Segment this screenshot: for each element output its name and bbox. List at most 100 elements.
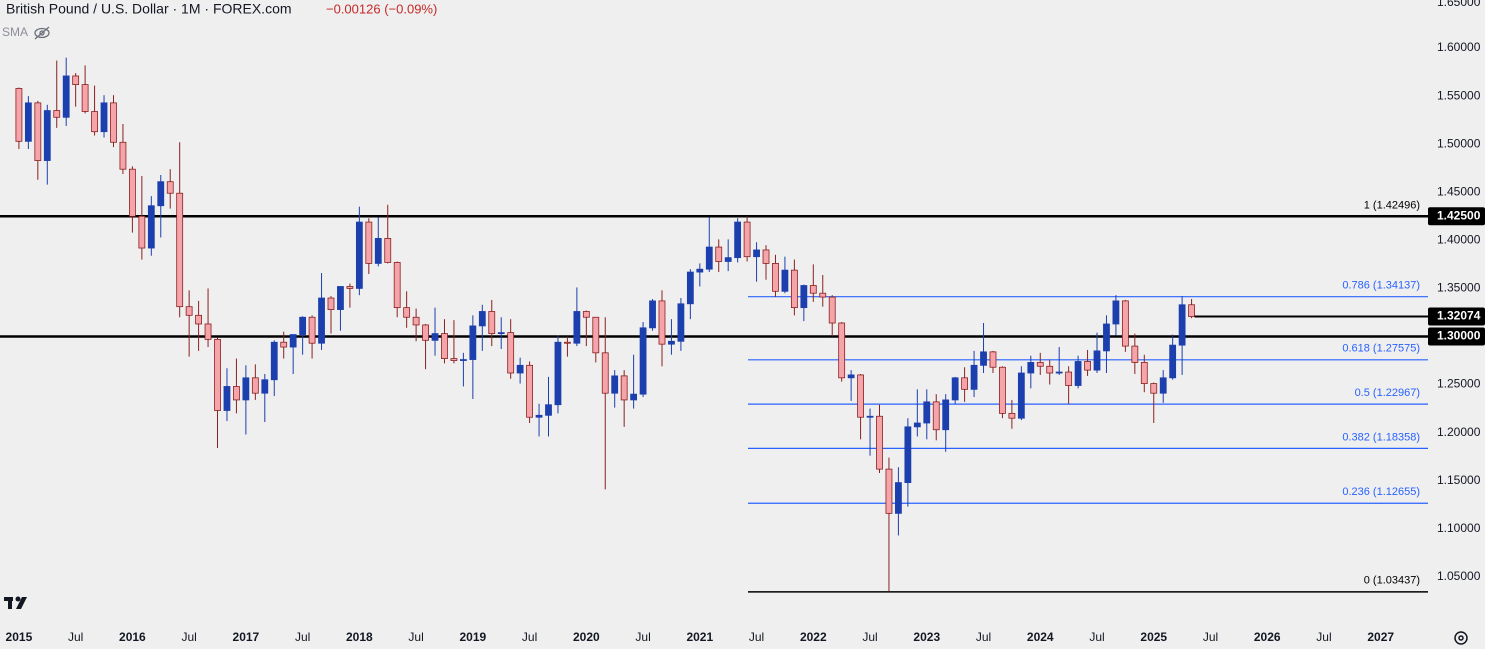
x-tick-label: Jul xyxy=(408,630,423,644)
candle-body xyxy=(289,334,297,348)
fib-label: 0.236 (1.12655) xyxy=(1342,486,1420,498)
candle-body xyxy=(1036,362,1044,367)
candle-body xyxy=(176,192,184,308)
candle-body xyxy=(53,110,61,118)
candle-body xyxy=(876,415,883,470)
candle-body xyxy=(526,364,533,418)
candle-body xyxy=(800,285,808,309)
indicator-label[interactable]: SMA xyxy=(2,25,28,39)
candle-body xyxy=(242,377,250,401)
x-tick-label: Jul xyxy=(295,630,310,644)
candle-body xyxy=(81,84,89,112)
candle-body xyxy=(545,404,552,416)
x-tick-label: 2016 xyxy=(119,630,146,644)
candle-body xyxy=(393,262,401,309)
candle-body xyxy=(270,341,278,381)
candle-body xyxy=(403,307,411,318)
candle-body xyxy=(838,322,846,379)
level-label: 1.42500 xyxy=(1437,208,1481,222)
candle-body xyxy=(1103,323,1110,352)
candle-body xyxy=(753,249,760,258)
candle-body xyxy=(989,351,997,368)
y-tick-label: 1.60000 xyxy=(1437,40,1481,54)
candle-body xyxy=(337,286,344,310)
candle-body xyxy=(592,316,600,354)
candle-body xyxy=(866,415,874,418)
y-tick-label: 1.35000 xyxy=(1437,281,1481,295)
candle-body xyxy=(743,221,751,258)
y-tick-label: 1.40000 xyxy=(1437,233,1481,247)
candle-body xyxy=(384,238,392,263)
candle-body xyxy=(819,292,827,298)
candle-body xyxy=(762,249,770,264)
candle-body xyxy=(251,377,259,394)
candle-body xyxy=(705,246,713,270)
candle-body xyxy=(639,327,647,395)
candle-body xyxy=(280,341,288,348)
candle-body xyxy=(327,297,335,310)
candle-body xyxy=(72,75,80,85)
candle-body xyxy=(772,263,779,292)
candle-body xyxy=(724,257,732,262)
candle-body xyxy=(346,286,354,289)
candle-body xyxy=(828,296,836,324)
candle-body xyxy=(601,352,609,394)
candle-body xyxy=(119,141,127,170)
settings-icon[interactable] xyxy=(1454,631,1468,645)
fib-label: 0.5 (1.22967) xyxy=(1355,387,1420,399)
candle-body xyxy=(1140,362,1148,384)
candle-body xyxy=(942,399,950,431)
hide-icon[interactable] xyxy=(34,26,50,40)
x-tick-label: 2019 xyxy=(459,630,486,644)
candle-body xyxy=(715,246,723,262)
x-tick-label: 2020 xyxy=(573,630,600,644)
x-tick-label: 2022 xyxy=(800,630,827,644)
x-tick-label: Jul xyxy=(976,630,991,644)
x-tick-label: Jul xyxy=(68,630,83,644)
fib-label: 0 (1.03437) xyxy=(1364,575,1420,587)
candle-body xyxy=(488,311,496,334)
candle-body xyxy=(214,338,221,411)
candle-body xyxy=(1159,377,1167,394)
x-tick-label: Jul xyxy=(862,630,877,644)
candle-body xyxy=(166,181,174,194)
candle-body xyxy=(649,300,656,329)
candle-body xyxy=(1055,371,1063,374)
tradingview-logo[interactable] xyxy=(4,596,27,610)
candle-body xyxy=(630,393,638,401)
symbol-title: British Pound / U.S. Dollar · 1M · FOREX… xyxy=(6,1,292,17)
candle-body xyxy=(885,468,893,514)
candle-body xyxy=(469,325,477,360)
candle-body xyxy=(308,316,316,344)
x-tick-label: 2027 xyxy=(1367,630,1394,644)
x-tick-label: 2021 xyxy=(686,630,713,644)
x-tick-label: Jul xyxy=(1203,630,1218,644)
candle-body xyxy=(564,341,571,344)
candle-body xyxy=(1121,300,1129,347)
candle-body xyxy=(223,386,231,411)
candle-body xyxy=(1150,383,1158,394)
candle-body xyxy=(15,88,23,142)
candle-body xyxy=(450,358,458,361)
candle-body xyxy=(535,414,543,418)
y-tick-label: 1.50000 xyxy=(1437,136,1481,150)
candle-body xyxy=(1188,304,1195,317)
candle-body xyxy=(951,377,959,401)
candle-body xyxy=(497,332,505,335)
y-tick-label: 1.05000 xyxy=(1437,569,1481,583)
candle-body xyxy=(147,205,155,249)
candle-body xyxy=(195,314,202,325)
x-tick-label: Jul xyxy=(635,630,650,644)
candle-body xyxy=(734,221,742,259)
x-tick-label: Jul xyxy=(1089,630,1104,644)
candle-body xyxy=(43,110,51,161)
candle-body xyxy=(781,269,789,292)
x-tick-label: Jul xyxy=(181,630,196,644)
candle-body xyxy=(1065,371,1073,386)
level-box xyxy=(1428,207,1485,226)
candle-body xyxy=(1046,365,1054,374)
fib-label: 0.618 (1.27575) xyxy=(1342,343,1420,355)
candle-body xyxy=(1093,350,1101,371)
